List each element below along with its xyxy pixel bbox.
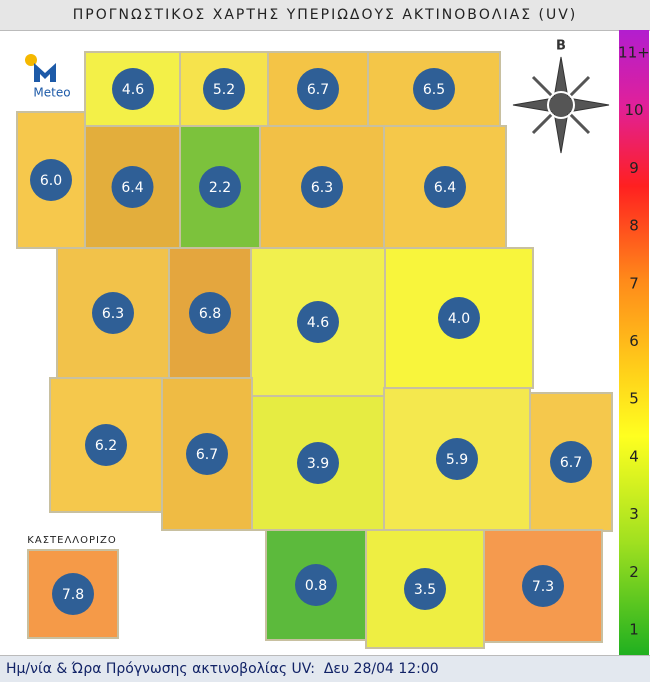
uv-value: 6.7 — [560, 455, 582, 471]
map: Meteo Β ΚΑΣΤΕΛΛΟΡΙΖΟ 4.6 5.2 6.7 6.5 6.0 6.4 2… — [16, 30, 650, 655]
scale-bar — [619, 30, 649, 655]
uv-badge — [112, 68, 154, 110]
uv-badge — [301, 166, 343, 208]
scale-label: 9 — [629, 159, 639, 177]
uv-badge — [522, 565, 564, 607]
scale-label: 10 — [624, 101, 643, 119]
uv-value: 6.7 — [307, 82, 329, 98]
compass-diag — [531, 75, 591, 135]
uv-value: 6.7 — [196, 447, 218, 463]
uv-value: 2.2 — [209, 180, 231, 196]
uv-value: 6.2 — [95, 438, 117, 454]
uv-badge — [297, 301, 339, 343]
uv-badge — [438, 297, 480, 339]
uv-badge — [111, 166, 154, 208]
uv-value: 7.8 — [62, 587, 84, 603]
footer-date: Δευ 28/04 12:00 — [323, 661, 439, 677]
uv-badge — [92, 292, 134, 334]
footer: Ημ/νία & Ώρα Πρόγνωσης ακτινοβολίας UV: … — [0, 655, 650, 682]
uv-value: 5.2 — [213, 82, 235, 98]
uv-value: 6.4 — [121, 180, 143, 196]
compass-label: Β — [556, 39, 566, 54]
logo-m — [34, 63, 56, 82]
uv-value: 3.9 — [307, 456, 329, 472]
logo: Meteo — [25, 54, 71, 100]
uv-badge — [203, 68, 245, 110]
uv-badge — [52, 573, 94, 615]
logo-text: Meteo — [33, 86, 70, 100]
uv-badge — [550, 441, 592, 483]
compass: Β — [512, 39, 610, 154]
uv-badge — [295, 564, 337, 606]
compass-ring — [547, 91, 575, 119]
inset-label: ΚΑΣΤΕΛΛΟΡΙΖΟ — [27, 535, 116, 546]
uv-badge — [189, 292, 231, 334]
uv-badge — [404, 568, 446, 610]
uv-value: 6.8 — [199, 306, 221, 322]
uv-badge — [297, 68, 339, 110]
uv-badge — [186, 433, 228, 475]
scale-label: 11+ — [618, 44, 650, 62]
scale-label: 3 — [629, 505, 639, 523]
uv-badge — [199, 166, 241, 208]
uv-value: 7.3 — [532, 579, 554, 595]
uv-value: 0.8 — [305, 578, 327, 594]
uv-value: 4.6 — [122, 82, 144, 98]
uv-value: 6.3 — [102, 306, 124, 322]
uv-badge — [424, 166, 466, 208]
scale-label: 6 — [629, 332, 639, 350]
uv-badge — [85, 424, 127, 466]
uv-value: 6.3 — [311, 180, 333, 196]
uv-value: 4.0 — [448, 311, 470, 327]
uv-value: 3.5 — [414, 582, 436, 598]
uv-value: 6.5 — [423, 82, 445, 98]
scale-label: 4 — [629, 447, 639, 465]
scale-label: 7 — [629, 274, 639, 292]
scale-label: 1 — [629, 621, 639, 639]
uv-badge — [30, 159, 72, 201]
scale-label: 8 — [629, 217, 639, 235]
scale-label: 5 — [629, 390, 639, 408]
footer-label: Ημ/νία & Ώρα Πρόγνωσης ακτινοβολίας UV: — [6, 661, 315, 677]
uv-value: 6.0 — [40, 173, 62, 189]
uv-value: 6.4 — [434, 180, 456, 196]
scale-label: 2 — [629, 563, 639, 581]
uv-badge — [436, 438, 478, 480]
uv-badge — [413, 68, 455, 110]
uv-value: 4.6 — [307, 315, 329, 331]
uv-value: 5.9 — [446, 452, 468, 468]
title: ΠΡΟΓΝΩΣΤΙΚΟΣ ΧΑΡΤΗΣ ΥΠΕΡΙΩΔΟΥΣ ΑΚΤΙΝΟΒΟΛ… — [0, 0, 650, 31]
uv-badge — [297, 442, 339, 484]
